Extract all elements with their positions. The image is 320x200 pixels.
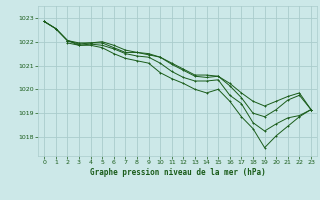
X-axis label: Graphe pression niveau de la mer (hPa): Graphe pression niveau de la mer (hPa) <box>90 168 266 177</box>
